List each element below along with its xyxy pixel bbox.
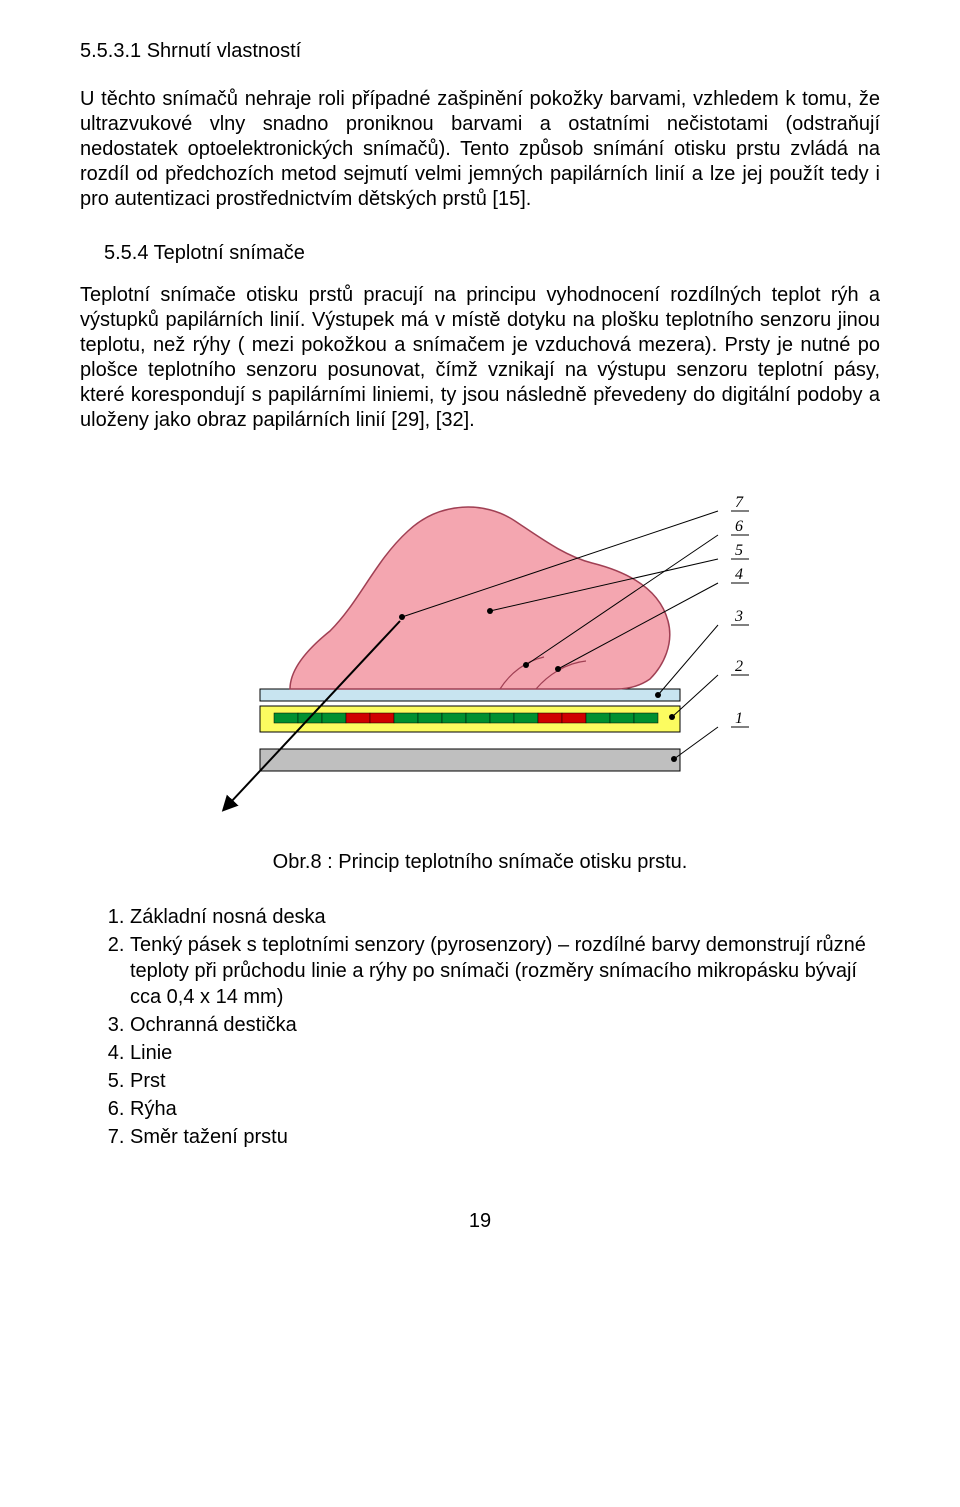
legend-item: Ochranná destička bbox=[130, 1012, 880, 1038]
figure-caption: Obr.8 : Princip teplotního snímače otisk… bbox=[80, 851, 880, 874]
legend-item: Linie bbox=[130, 1040, 880, 1066]
svg-text:5: 5 bbox=[735, 542, 743, 559]
figure-thermal-sensor: 7 6 5 4 3 2 1 bbox=[170, 461, 790, 821]
figure-legend-list: Základní nosná deskaTenký pásek s teplot… bbox=[80, 904, 880, 1150]
svg-text:2: 2 bbox=[735, 658, 743, 675]
legend-item: Tenký pásek s teplotními senzory (pyrose… bbox=[130, 932, 880, 1010]
heading-554: 5.5.4 Teplotní snímače bbox=[104, 242, 880, 265]
paragraph-ultrasonic-summary: U těchto snímačů nehraje roli případné z… bbox=[80, 87, 880, 212]
page-number: 19 bbox=[80, 1210, 880, 1233]
legend-item: Rýha bbox=[130, 1096, 880, 1122]
legend-item: Základní nosná deska bbox=[130, 904, 880, 930]
heading-5531: 5.5.3.1 Shrnutí vlastností bbox=[80, 40, 880, 63]
svg-text:1: 1 bbox=[735, 710, 743, 727]
svg-text:3: 3 bbox=[734, 608, 743, 625]
legend-item: Prst bbox=[130, 1068, 880, 1094]
paragraph-thermal-sensors: Teplotní snímače otisku prstů pracují na… bbox=[80, 283, 880, 433]
svg-text:6: 6 bbox=[735, 518, 743, 535]
legend-item: Směr tažení prstu bbox=[130, 1124, 880, 1150]
svg-text:7: 7 bbox=[735, 494, 744, 511]
svg-text:4: 4 bbox=[735, 566, 743, 583]
